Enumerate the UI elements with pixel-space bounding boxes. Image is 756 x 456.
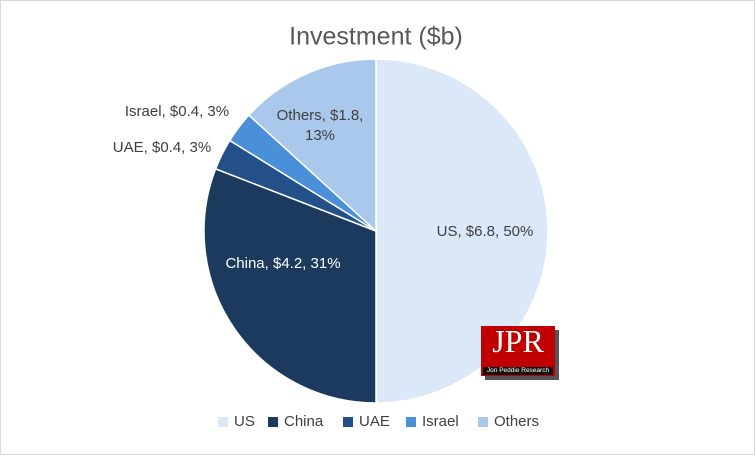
logo-text: JPR xyxy=(492,323,544,359)
logo-strip xyxy=(483,367,553,375)
pie-slice xyxy=(247,58,377,233)
legend-swatch xyxy=(218,416,228,427)
legend-label: China xyxy=(284,413,324,430)
legend-label: US xyxy=(234,413,255,430)
legend-swatch xyxy=(268,416,278,427)
legend-item: China xyxy=(268,413,323,430)
legend-label: Israel xyxy=(422,413,459,430)
legend-label: Others xyxy=(494,413,540,430)
logo-subtitle: Jon Peddie Research xyxy=(487,367,550,374)
chart-title: Investment ($b) xyxy=(289,23,463,51)
legend-item: Others xyxy=(478,413,539,430)
legend-item: UAE xyxy=(343,413,390,430)
legend-item: Israel xyxy=(406,413,459,430)
pie-slice xyxy=(203,167,377,404)
legend-swatch xyxy=(406,416,416,427)
legend-swatch xyxy=(478,416,488,427)
legend-item: US xyxy=(218,413,255,430)
pie-slice xyxy=(375,58,549,404)
data-label: China, $4.2, 31% xyxy=(225,255,341,272)
pie xyxy=(203,58,549,404)
data-label: Others, $1.8, 13% xyxy=(276,107,364,144)
data-label: UAE, $0.4, 3% xyxy=(112,139,212,156)
data-label: Israel, $0.4, 3% xyxy=(124,103,230,120)
data-label: US, $6.8, 50% xyxy=(436,223,534,240)
logo: JPR Jon Peddie Research xyxy=(481,323,559,380)
legend-swatch xyxy=(343,416,353,427)
legend-label: UAE xyxy=(359,413,390,430)
